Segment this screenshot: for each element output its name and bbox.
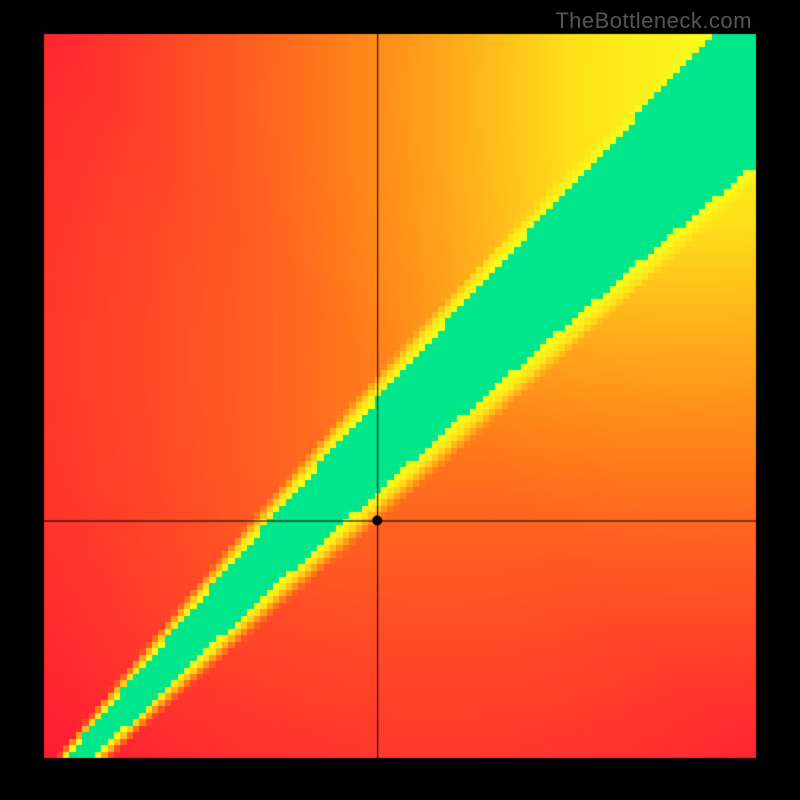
watermark-text: TheBottleneck.com <box>555 8 752 34</box>
bottleneck-heatmap <box>0 0 800 800</box>
chart-container: TheBottleneck.com <box>0 0 800 800</box>
